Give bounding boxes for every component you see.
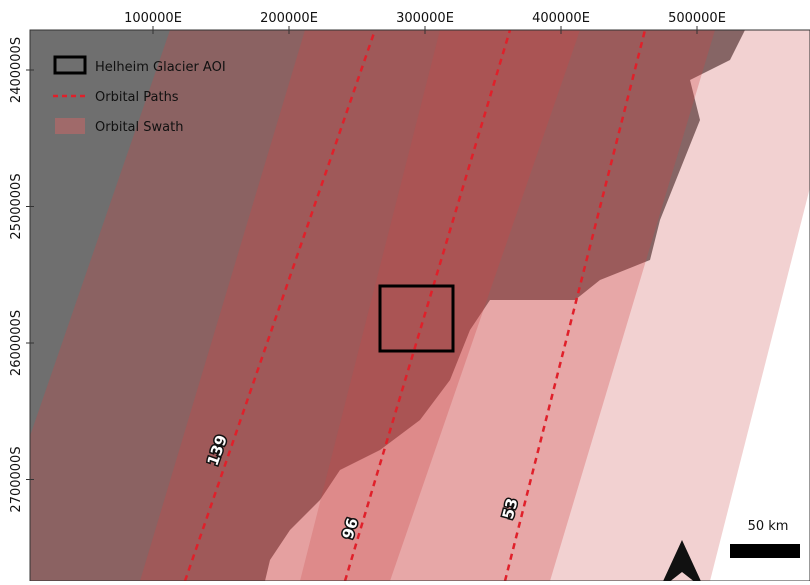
- orbital-path: [503, 30, 647, 581]
- legend-label: Orbital Paths: [95, 90, 179, 105]
- x-label: 500000E: [668, 11, 726, 26]
- legend-label: Helheim Glacier AOI: [95, 60, 226, 75]
- land: [30, 30, 745, 581]
- swath: [30, 30, 580, 581]
- y-label: 2600000S: [9, 310, 24, 376]
- aoi: [378, 284, 455, 353]
- scale-label: 50 km: [748, 519, 789, 534]
- x-label: 400000E: [532, 11, 590, 26]
- legend-aoi: [53, 55, 87, 75]
- legend-label: Orbital Swath: [95, 120, 183, 135]
- orbital-path: [343, 30, 512, 581]
- north-arrow: [661, 540, 703, 585]
- orbital-path: [183, 30, 377, 581]
- y-label: 2400000S: [9, 37, 24, 103]
- x-label: 100000E: [124, 11, 182, 26]
- scale-bar: [730, 544, 800, 558]
- x-label: 200000E: [260, 11, 318, 26]
- y-label: 2700000S: [9, 446, 24, 512]
- y-label: 2500000S: [9, 173, 24, 239]
- x-label: 300000E: [396, 11, 454, 26]
- legend-swath: [55, 118, 85, 134]
- swath: [300, 30, 810, 581]
- legend: Helheim Glacier AOI Orbital Paths Orbita…: [53, 55, 226, 135]
